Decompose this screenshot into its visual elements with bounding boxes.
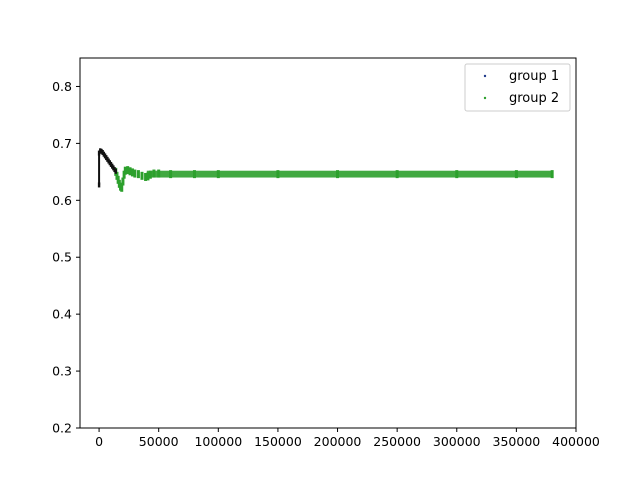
x-tick-label: 50000 — [139, 434, 179, 449]
x-axis: 0 50000 100000 150000 200000 250000 300000 3500… — [95, 428, 600, 449]
x-tick-label: 400000 — [552, 434, 600, 449]
series-group-2-point — [136, 170, 140, 179]
series-group-2-point — [128, 167, 132, 176]
legend-marker-group-2 — [483, 96, 487, 100]
series-group-2-point — [126, 166, 130, 175]
legend: group 1 group 2 — [464, 63, 571, 112]
y-tick-label: 0.5 — [52, 250, 72, 265]
series-group-2-point — [169, 170, 173, 179]
x-tick-label: 200000 — [314, 434, 362, 449]
series-group-2-point — [157, 169, 161, 178]
series-group-2-point — [123, 166, 127, 175]
y-tick-label: 0.3 — [52, 364, 72, 379]
x-tick-label: 350000 — [493, 434, 541, 449]
series-group-2-point — [144, 172, 148, 181]
series-group-2-point — [121, 177, 125, 186]
series-group-2-point — [276, 170, 280, 179]
plot-frame — [79, 57, 577, 429]
series-group-2-point — [140, 171, 144, 180]
series-group-2-point — [395, 170, 399, 179]
y-axis: 0.2 0.3 0.4 0.5 0.6 0.7 0.8 — [52, 79, 80, 436]
y-tick-label: 0.4 — [52, 307, 72, 322]
y-tick-label: 0.8 — [52, 79, 72, 94]
x-tick-label: 300000 — [433, 434, 481, 449]
series-group-2-point — [130, 168, 134, 177]
series-group-2-point — [550, 170, 554, 179]
plot-data — [97, 148, 554, 192]
y-tick-label: 0.7 — [52, 136, 72, 151]
y-tick-label: 0.6 — [52, 193, 72, 208]
series-group-2-point — [192, 170, 196, 179]
legend-marker-group-1 — [483, 74, 487, 78]
x-tick-label: 0 — [95, 434, 103, 449]
series-group-2-point — [216, 170, 220, 179]
legend-label-group-2: group 2 — [509, 91, 559, 106]
x-tick-label: 250000 — [373, 434, 421, 449]
series-group-2-point — [152, 169, 156, 178]
series-group-2-point — [120, 183, 124, 192]
series-group-2-point — [148, 170, 152, 179]
x-tick-label: 150000 — [254, 434, 302, 449]
x-tick-label: 100000 — [194, 434, 242, 449]
series-group-2-point — [514, 170, 518, 179]
series-group-2-band — [146, 170, 553, 178]
legend-label-group-1: group 1 — [509, 69, 559, 84]
legend-box — [464, 63, 571, 112]
series-group-1-point — [114, 168, 117, 174]
series-group-2-point — [146, 172, 150, 181]
series-group-2-point — [133, 169, 137, 178]
series-group-2-point — [336, 170, 340, 179]
y-tick-label: 0.2 — [52, 421, 72, 436]
series-group-2-point — [455, 170, 459, 179]
